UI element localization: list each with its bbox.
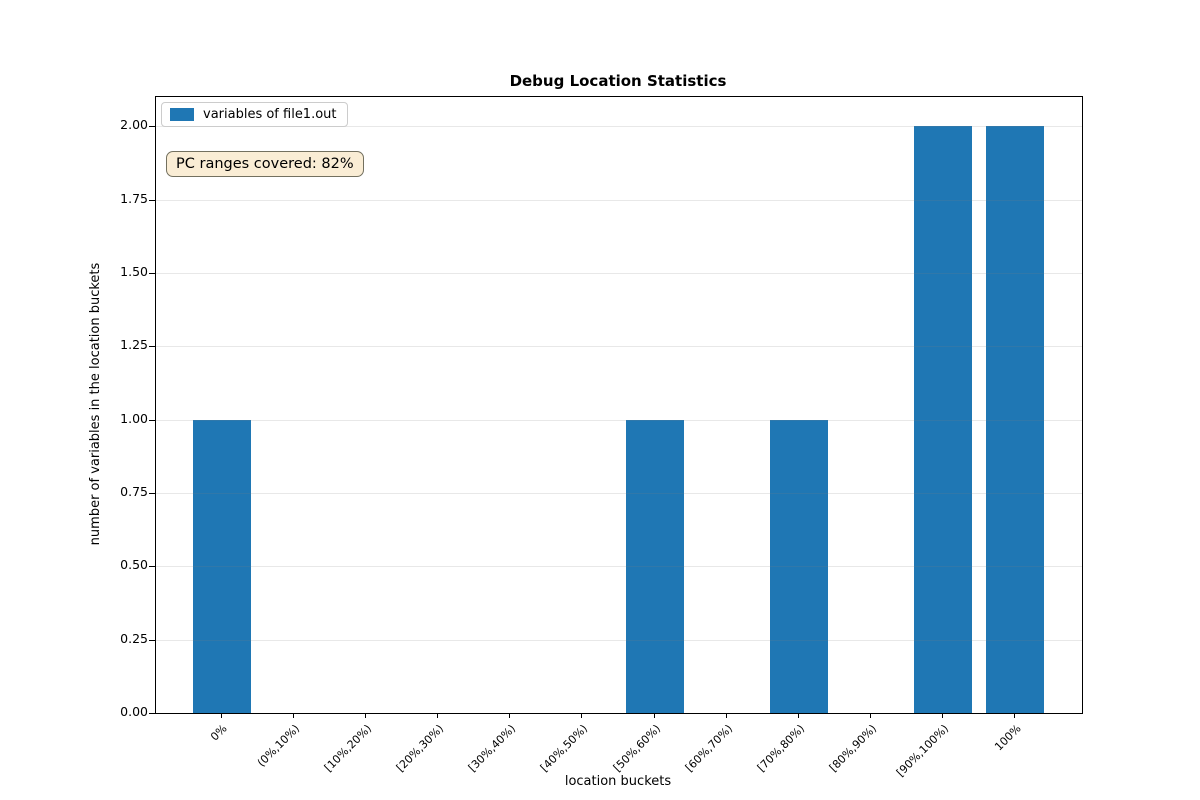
- x-tick-mark: [653, 713, 655, 718]
- y-tick-mark: [149, 199, 155, 201]
- y-tick-label: 0.00: [120, 704, 148, 719]
- x-tick-mark: [942, 713, 944, 718]
- x-tick-mark: [292, 713, 294, 718]
- annotation-pc-ranges: PC ranges covered: 82%: [166, 151, 364, 177]
- gridline-y-0.75: [156, 493, 1082, 494]
- x-tick-label: [90%,100%): [894, 722, 952, 780]
- x-tick-mark: [509, 713, 511, 718]
- y-tick-mark: [149, 713, 155, 714]
- legend-swatch-icon: [170, 108, 194, 121]
- legend: variables of file1.out: [161, 102, 348, 127]
- x-axis: 0% (0%,10%) [10%,20%) [20%,30%) [30%,40%) [40…: [155, 713, 1081, 783]
- x-tick-label: [60%,70%): [682, 722, 735, 775]
- legend-label: variables of file1.out: [203, 107, 337, 122]
- x-tick-mark: [437, 713, 438, 718]
- plot-area: [149, 96, 1083, 714]
- y-tick-label: 0.75: [120, 484, 148, 499]
- y-tick-mark: [149, 419, 155, 421]
- y-axis-label: number of variables in the location buck…: [88, 262, 103, 546]
- x-axis-label: location buckets: [564, 774, 672, 789]
- x-tick-label: (0%,10%): [254, 722, 302, 770]
- gridline-y-1.00: [156, 419, 1082, 421]
- y-axis-tick-labels: 0.00 0.25 0.50 0.75 1.00 1.25 1.50 1.75 2.00: [0, 0, 148, 800]
- gridline-y-0.50: [156, 566, 1082, 568]
- x-tick-mark: [870, 713, 872, 718]
- gridline-y-1.75: [156, 199, 1082, 201]
- x-tick-label: [80%,90%): [826, 722, 880, 775]
- y-tick-label: 0.50: [120, 557, 148, 573]
- y-tick-mark: [149, 639, 155, 641]
- y-tick-mark: [149, 493, 155, 494]
- y-tick-label: 1.25: [120, 337, 148, 353]
- bar-[90%,100%): [914, 126, 973, 713]
- gridline-y-1.50: [156, 273, 1082, 274]
- x-tick-label: 100%: [992, 722, 1024, 754]
- x-tick-mark: [1014, 713, 1016, 718]
- x-tick-label: [40%,50%): [538, 722, 591, 775]
- bar-0%: [192, 419, 251, 713]
- x-tick-label: [20%,30%): [393, 722, 447, 775]
- x-tick-label: 0%: [208, 722, 230, 744]
- bar-[50%,60%): [625, 419, 684, 713]
- gridline-y-1.25: [156, 346, 1082, 348]
- chart-title: Debug Location Statistics: [509, 72, 727, 90]
- y-tick-label: 1.75: [120, 190, 148, 206]
- y-tick-mark: [149, 126, 155, 128]
- y-tick-label: 0.25: [120, 630, 148, 646]
- y-tick-mark: [149, 346, 155, 348]
- x-tick-mark: [797, 713, 799, 718]
- y-tick-label: 1.00: [120, 410, 148, 426]
- x-tick-mark: [220, 713, 222, 718]
- x-tick-label: [30%,40%): [466, 722, 519, 775]
- y-tick-label: 2.00: [120, 117, 148, 133]
- x-tick-mark: [364, 713, 366, 718]
- y-tick-label: 1.50: [120, 264, 148, 279]
- x-tick-label: [50%,60%): [610, 722, 663, 775]
- x-tick-mark: [581, 713, 583, 718]
- x-tick-label: [10%,20%): [321, 722, 375, 775]
- y-tick-mark: [149, 273, 155, 274]
- x-tick-label: [70%,80%): [754, 722, 808, 775]
- bar-100%: [986, 126, 1045, 713]
- x-tick-mark: [725, 713, 727, 718]
- bar-[70%,80%): [769, 419, 828, 713]
- gridline-y-2.00: [156, 126, 1082, 128]
- y-tick-mark: [149, 566, 155, 568]
- gridline-y-0.25: [156, 639, 1082, 641]
